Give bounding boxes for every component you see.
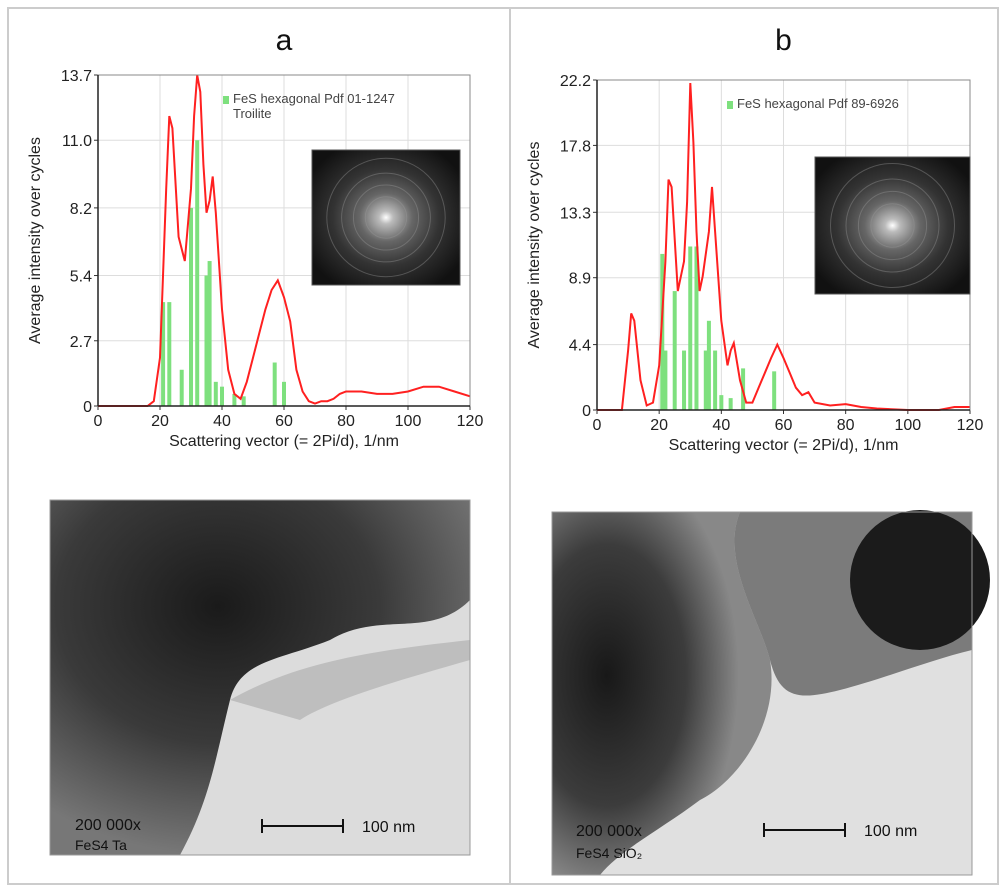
chart-title: a: [276, 24, 293, 57]
sample-label: FeS4 Ta: [75, 837, 127, 853]
diffraction-ring: [870, 203, 915, 248]
diffraction-inset: [311, 149, 461, 286]
y-tick-label: 22.2: [560, 73, 591, 90]
y-tick-label: 5.4: [70, 269, 92, 286]
bar: [220, 386, 224, 406]
x-tick-label: 60: [275, 413, 293, 430]
bar: [204, 275, 209, 406]
bar: [167, 302, 172, 406]
sample-label: FeS4 SiO₂: [576, 845, 642, 861]
x-tick-label: 20: [650, 417, 668, 434]
scale-label: 100 nm: [362, 819, 415, 836]
bar: [719, 395, 724, 410]
y-axis-label: Average intensity over cycles: [526, 142, 543, 349]
y-tick-label: 0: [582, 403, 591, 420]
x-tick-label: 100: [894, 417, 921, 434]
chart-title: b: [775, 24, 792, 57]
legend-swatch: [727, 101, 733, 109]
bar: [672, 291, 677, 410]
diffraction-ring: [352, 184, 420, 251]
magnification: 200 000x: [75, 817, 141, 834]
y-tick-label: 17.8: [560, 138, 591, 155]
legend: FeS hexagonal Pdf 01-1247 Troilite: [233, 91, 395, 121]
bar: [161, 302, 166, 406]
diffraction-ring: [364, 196, 408, 239]
chart: b 0 4.4 8.9 13.3 17.8 22.2 0 20 40 60 80 100 120 Scatt…: [526, 24, 983, 454]
diffraction-ring: [857, 190, 928, 261]
magnification: 200 000x: [576, 823, 642, 840]
y-tick-label: 8.9: [569, 271, 591, 288]
legend-swatch: [223, 96, 229, 104]
x-tick-label: 100: [395, 413, 422, 430]
bar: [282, 381, 286, 406]
y-tick-label: 0: [83, 399, 92, 416]
diffraction-ring: [326, 157, 446, 278]
bar: [207, 261, 212, 406]
legend-label: FeS hexagonal Pdf 01-1247 Troilite: [233, 91, 395, 121]
diffraction-ring: [341, 172, 431, 263]
diffraction-ring: [845, 178, 940, 273]
bar: [713, 350, 718, 410]
bar: [663, 350, 668, 410]
line: [98, 74, 471, 407]
x-tick-label: 80: [337, 413, 355, 430]
bar: [195, 140, 200, 406]
x-axis-label: Scattering vector (= 2Pi/d), 1/nm: [669, 437, 899, 454]
x-tick-label: 0: [593, 417, 602, 434]
bar: [772, 371, 777, 410]
x-tick-label: 20: [151, 413, 169, 430]
x-tick-label: 120: [457, 413, 484, 430]
x-tick-label: 80: [837, 417, 855, 434]
bar: [189, 207, 193, 406]
y-tick-label: 2.7: [70, 334, 92, 351]
x-tick-label: 40: [712, 417, 730, 434]
scale-label: 100 nm: [864, 823, 917, 840]
x-tick-label: 120: [957, 417, 984, 434]
diffraction-inset: [814, 156, 971, 295]
y-tick-label: 13.3: [560, 205, 591, 222]
chart: a 0 2.7 5.4 8.2 11.0 13.7 0 20 40 60 80 100 120 Scatte…: [27, 24, 483, 450]
bar: [660, 253, 665, 410]
legend-label: FeS hexagonal Pdf 89-6926: [737, 96, 899, 111]
y-axis-label: Average intensity over cycles: [27, 137, 44, 344]
frame: [7, 7, 999, 885]
diffraction-ring: [830, 163, 955, 288]
bar: [706, 320, 711, 410]
micrograph-a: 200 000x FeS4 Ta 100 nm: [49, 499, 471, 856]
bar: [272, 362, 277, 406]
bar: [241, 396, 246, 406]
x-tick-label: 60: [775, 417, 793, 434]
bar: [688, 246, 693, 410]
x-tick-label: 40: [213, 413, 231, 430]
bar: [694, 246, 699, 410]
y-tick-label: 11.0: [62, 133, 92, 150]
x-axis-label: Scattering vector (= 2Pi/d), 1/nm: [169, 433, 399, 450]
y-tick-label: 4.4: [569, 338, 591, 355]
bar: [232, 393, 237, 406]
y-tick-label: 13.7: [61, 68, 92, 85]
bar: [703, 350, 708, 410]
x-tick-label: 0: [94, 413, 103, 430]
line: [597, 82, 970, 411]
bar: [682, 350, 687, 410]
legend: FeS hexagonal Pdf 89-6926: [737, 96, 899, 111]
bar: [728, 398, 733, 410]
micrograph-b: 200 000x FeS4 SiO₂ 100 nm: [551, 510, 990, 876]
bar: [179, 369, 184, 406]
bar: [213, 381, 218, 406]
y-tick-label: 8.2: [70, 201, 92, 218]
